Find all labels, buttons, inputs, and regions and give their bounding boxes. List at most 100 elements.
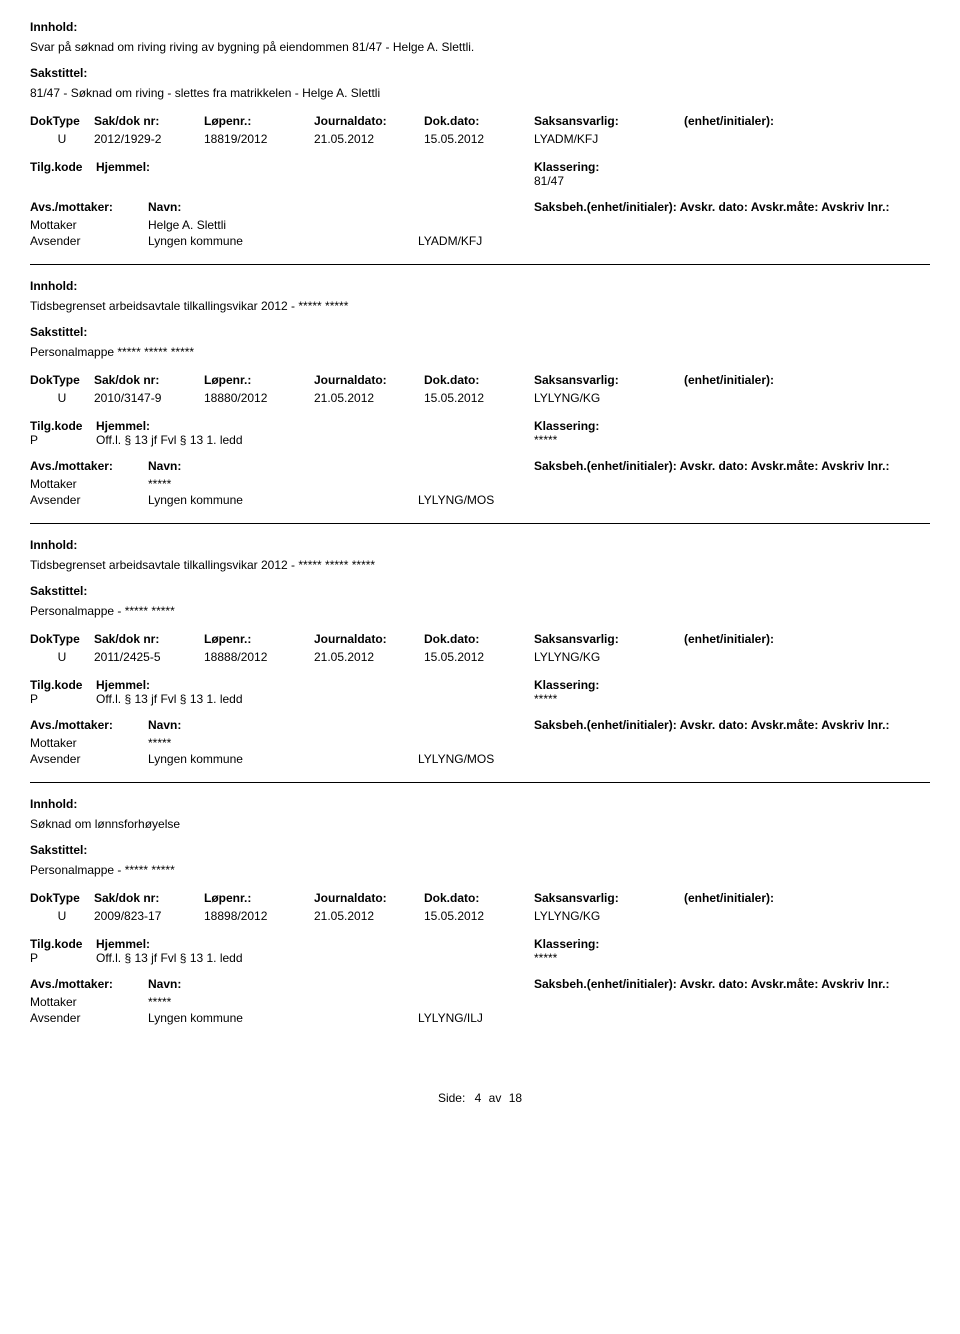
journaldato-value: 21.05.2012 <box>314 391 424 405</box>
tilgkode-label: Tilg.kode <box>30 419 96 433</box>
avs-mottaker-label: Avs./mottaker: <box>30 459 148 473</box>
party-row: MottakerHelge A. Slettli <box>30 218 930 232</box>
hjemmel-value: Off.l. § 13 jf Fvl § 13 1. ledd <box>96 433 243 447</box>
party-role: Mottaker <box>30 218 148 232</box>
klassering-block: Klassering:***** <box>534 419 599 447</box>
sakdok-label: Sak/dok nr: <box>94 891 204 905</box>
dokdato-label: Dok.dato: <box>424 632 534 646</box>
innhold-text: Tidsbegrenset arbeidsavtale tilkallingsv… <box>30 558 930 572</box>
sakstittel-label: Sakstittel: <box>30 584 930 598</box>
sakdok-label: Sak/dok nr: <box>94 373 204 387</box>
party-saksbeh: LYLYNG/ILJ <box>418 1011 483 1025</box>
journal-record: Innhold:Svar på søknad om riving riving … <box>30 20 930 265</box>
sakstittel-label: Sakstittel: <box>30 325 930 339</box>
sakdok-value: 2011/2425-5 <box>94 650 204 664</box>
party-name: ***** <box>148 736 418 750</box>
sakdok-value: 2012/1929-2 <box>94 132 204 146</box>
hjemmel-label: Hjemmel: <box>96 160 150 174</box>
tilg-block: Tilg.kodeHjemmel:POff.l. § 13 jf Fvl § 1… <box>30 419 930 447</box>
dokdato-label: Dok.dato: <box>424 114 534 128</box>
record-data-row: U2009/823-1718898/201221.05.201215.05.20… <box>30 909 930 923</box>
sakdok-label: Sak/dok nr: <box>94 114 204 128</box>
klassering-label: Klassering: <box>534 419 599 433</box>
tilg-header: Tilg.kodeHjemmel: <box>30 419 534 433</box>
saksansvarlig-label: Saksansvarlig: <box>534 632 684 646</box>
klassering-value: 81/47 <box>534 174 599 188</box>
party-row: Mottaker***** <box>30 736 930 750</box>
dokdato-label: Dok.dato: <box>424 891 534 905</box>
party-saksbeh: LYLYNG/MOS <box>418 493 494 507</box>
records-container: Innhold:Svar på søknad om riving riving … <box>30 20 930 1041</box>
spacer <box>30 965 930 977</box>
party-name: Lyngen kommune <box>148 493 418 507</box>
saksansvarlig-label: Saksansvarlig: <box>534 891 684 905</box>
tilgkode-label: Tilg.kode <box>30 160 96 174</box>
party-role: Avsender <box>30 234 148 248</box>
journaldato-value: 21.05.2012 <box>314 909 424 923</box>
sakstittel-text: 81/47 - Søknad om riving - slettes fra m… <box>30 86 930 100</box>
lopenr-label: Løpenr.: <box>204 891 314 905</box>
lopenr-label: Løpenr.: <box>204 114 314 128</box>
klassering-block: Klassering:***** <box>534 937 599 965</box>
navn-label: Navn: <box>148 200 534 214</box>
party-role: Mottaker <box>30 736 148 750</box>
sakdok-value: 2009/823-17 <box>94 909 204 923</box>
dokdato-value: 15.05.2012 <box>424 391 534 405</box>
innhold-text: Tidsbegrenset arbeidsavtale tilkallingsv… <box>30 299 930 313</box>
page-footer: Side: 4 av 18 <box>30 1091 930 1105</box>
avs-header: Avs./mottaker:Navn:Saksbeh.(enhet/initia… <box>30 200 930 214</box>
party-name: Helge A. Slettli <box>148 218 418 232</box>
avs-mottaker-label: Avs./mottaker: <box>30 200 148 214</box>
navn-label: Navn: <box>148 718 534 732</box>
lopenr-value: 18898/2012 <box>204 909 314 923</box>
party-row: AvsenderLyngen kommuneLYLYNG/ILJ <box>30 1011 930 1025</box>
party-saksbeh: LYADM/KFJ <box>418 234 482 248</box>
innhold-label: Innhold: <box>30 20 930 34</box>
klassering-value: ***** <box>534 433 599 447</box>
dokdato-value: 15.05.2012 <box>424 909 534 923</box>
avs-header: Avs./mottaker:Navn:Saksbeh.(enhet/initia… <box>30 977 930 991</box>
lopenr-value: 18819/2012 <box>204 132 314 146</box>
footer-page: 4 <box>475 1091 482 1105</box>
hjemmel-label: Hjemmel: <box>96 419 150 433</box>
party-role: Mottaker <box>30 995 148 1009</box>
doktype-value: U <box>30 132 94 146</box>
navn-label: Navn: <box>148 459 534 473</box>
party-role: Avsender <box>30 752 148 766</box>
tilg-left: Tilg.kodeHjemmel: <box>30 160 534 174</box>
lopenr-label: Løpenr.: <box>204 632 314 646</box>
lopenr-label: Løpenr.: <box>204 373 314 387</box>
sakstittel-text: Personalmappe ***** ***** ***** <box>30 345 930 359</box>
journaldato-value: 21.05.2012 <box>314 650 424 664</box>
record-header-row: DokTypeSak/dok nr:Løpenr.:Journaldato:Do… <box>30 373 930 387</box>
klassering-value: ***** <box>534 692 599 706</box>
navn-label: Navn: <box>148 977 534 991</box>
journaldato-label: Journaldato: <box>314 373 424 387</box>
journaldato-label: Journaldato: <box>314 114 424 128</box>
innhold-label: Innhold: <box>30 279 930 293</box>
enhet-label: (enhet/initialer): <box>684 632 834 646</box>
saksansvarlig-value: LYLYNG/KG <box>534 650 684 664</box>
saksbeh-label: Saksbeh.(enhet/initialer): Avskr. dato: … <box>534 977 889 991</box>
lopenr-value: 18880/2012 <box>204 391 314 405</box>
klassering-block: Klassering:***** <box>534 678 599 706</box>
journaldato-label: Journaldato: <box>314 632 424 646</box>
party-name: Lyngen kommune <box>148 234 418 248</box>
party-row: Mottaker***** <box>30 995 930 1009</box>
tilg-block: Tilg.kodeHjemmel:POff.l. § 13 jf Fvl § 1… <box>30 678 930 706</box>
tilg-values: POff.l. § 13 jf Fvl § 13 1. ledd <box>30 951 534 965</box>
doktype-value: U <box>30 650 94 664</box>
party-row: Mottaker***** <box>30 477 930 491</box>
innhold-text: Søknad om lønnsforhøyelse <box>30 817 930 831</box>
party-role: Mottaker <box>30 477 148 491</box>
tilgkode-value: P <box>30 951 96 965</box>
spacer <box>30 188 930 200</box>
hjemmel-label: Hjemmel: <box>96 678 150 692</box>
tilg-values: POff.l. § 13 jf Fvl § 13 1. ledd <box>30 433 534 447</box>
tilg-header: Tilg.kodeHjemmel: <box>30 937 534 951</box>
footer-side-label: Side: <box>438 1091 465 1105</box>
journal-record: Innhold:Tidsbegrenset arbeidsavtale tilk… <box>30 538 930 783</box>
journaldato-value: 21.05.2012 <box>314 132 424 146</box>
innhold-label: Innhold: <box>30 797 930 811</box>
klassering-label: Klassering: <box>534 160 599 174</box>
